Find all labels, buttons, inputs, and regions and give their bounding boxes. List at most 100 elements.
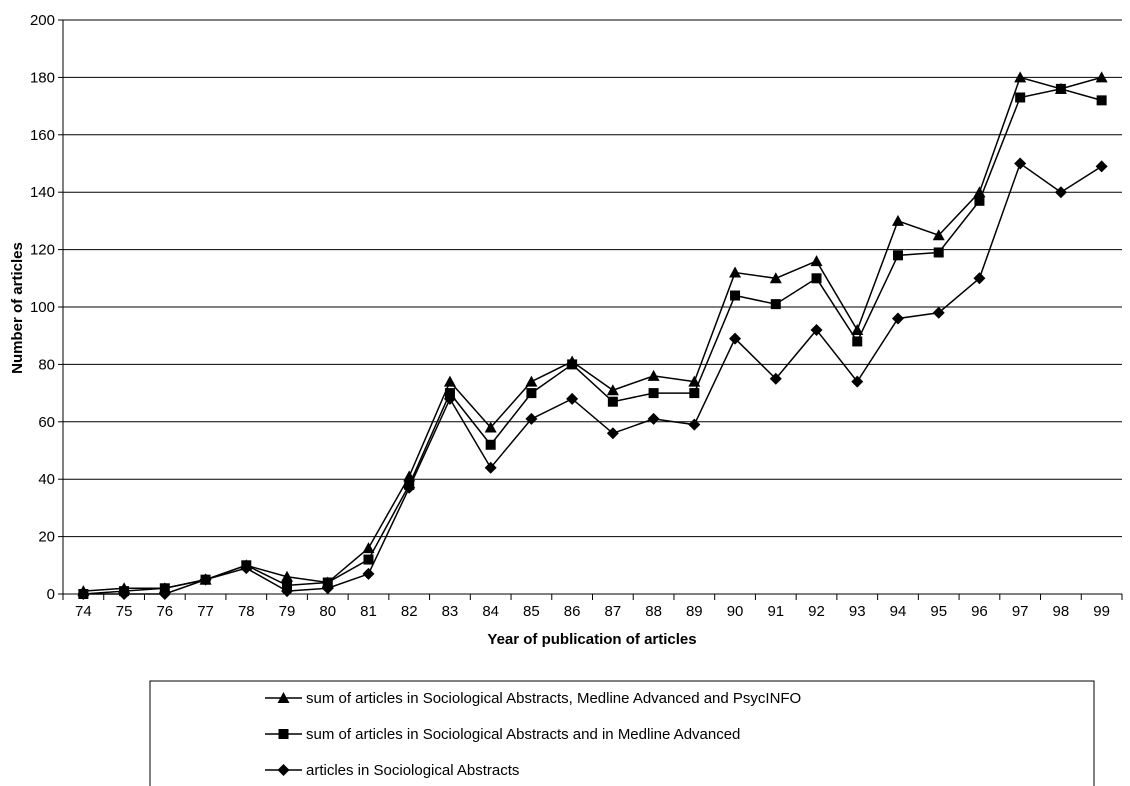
data-point-triangle	[321, 576, 334, 588]
data-point-triangle	[403, 470, 416, 482]
y-tick-label: 200	[30, 12, 55, 29]
x-tick-label: 93	[849, 603, 866, 620]
y-axis-title: Number of articles	[9, 242, 26, 374]
data-point-square	[933, 247, 944, 258]
gridlines	[63, 19, 1122, 538]
legend-marker-diamond	[277, 764, 290, 776]
data-point-square	[485, 439, 496, 450]
data-point-square	[811, 273, 822, 284]
y-tick-label: 40	[38, 471, 55, 488]
series-line-triangle	[83, 76, 1102, 592]
x-tick-label: 85	[523, 603, 540, 620]
x-tick-label: 75	[116, 603, 133, 620]
data-point-square	[770, 299, 781, 310]
data-point-triangle	[647, 369, 660, 381]
legend-label: sum of articles in Sociological Abstract…	[306, 726, 740, 743]
data-point-square	[282, 580, 293, 591]
data-point-diamond	[769, 372, 782, 385]
x-tick-label: 78	[238, 603, 255, 620]
x-tick-label: 88	[645, 603, 662, 620]
x-tick-label: 80	[319, 603, 336, 620]
x-tick-label: 90	[727, 603, 744, 620]
data-point-square	[404, 479, 415, 490]
data-point-square	[1096, 95, 1107, 106]
data-point-diamond	[1095, 160, 1108, 173]
y-tick-label: 0	[47, 586, 55, 603]
y-tick-label: 20	[38, 529, 55, 546]
data-point-diamond	[810, 323, 823, 336]
data-point-triangle	[443, 375, 456, 387]
series-line-square	[83, 88, 1102, 595]
x-tick-label: 76	[156, 603, 173, 620]
legend-entry-diamond: articles in Sociological Abstracts	[265, 762, 519, 779]
data-point-triangle	[525, 375, 538, 387]
x-tick-label: 87	[605, 603, 622, 620]
data-point-triangle	[729, 266, 742, 278]
legend: sum of articles in Sociological Abstract…	[149, 680, 1095, 786]
data-point-triangle	[240, 559, 253, 571]
series-triangle	[77, 71, 1108, 597]
axes: 0 20 40 60 80 100 120 140 160 180 200 74 75 76 77 78 79 8…	[30, 12, 1123, 620]
data-point-square	[689, 388, 700, 399]
x-tick-label: 89	[686, 603, 703, 620]
data-point-triangle	[1095, 71, 1108, 83]
legend-box	[149, 680, 1095, 786]
legend-marker-square	[278, 729, 289, 739]
data-point-diamond	[606, 427, 619, 440]
data-point-triangle	[932, 229, 945, 241]
x-tick-label: 86	[564, 603, 581, 620]
data-point-diamond	[932, 306, 945, 319]
x-tick-label: 92	[808, 603, 825, 620]
data-point-triangle	[118, 582, 131, 594]
x-tick-label: 91	[767, 603, 784, 620]
data-point-square	[607, 396, 618, 407]
x-tick-label: 94	[890, 603, 907, 620]
legend-marker-triangle	[277, 692, 290, 703]
x-axis-title: Year of publication of articles	[487, 631, 696, 648]
data-point-square	[444, 388, 455, 399]
series-diamond	[77, 157, 1108, 600]
series-square	[78, 83, 1107, 599]
data-point-diamond	[647, 412, 660, 425]
data-point-square	[1015, 92, 1026, 103]
x-tick-label: 82	[401, 603, 418, 620]
y-tick-label: 80	[38, 356, 55, 373]
data-point-diamond	[729, 332, 742, 345]
data-point-square	[648, 388, 659, 399]
y-tick-label: 160	[30, 127, 55, 144]
data-point-square	[892, 250, 903, 261]
data-point-square	[526, 388, 537, 399]
x-tick-label: 83	[442, 603, 459, 620]
data-point-triangle	[77, 585, 90, 597]
data-point-triangle	[606, 384, 619, 396]
data-point-triangle	[973, 186, 986, 198]
data-point-square	[852, 336, 863, 347]
x-tick-label: 95	[930, 603, 947, 620]
data-point-square	[974, 195, 985, 206]
x-tick-label: 74	[75, 603, 92, 620]
legend-label: articles in Sociological Abstracts	[306, 762, 519, 779]
data-point-triangle	[851, 323, 864, 335]
x-tick-label: 84	[482, 603, 499, 620]
y-tick-label: 60	[38, 414, 55, 431]
x-tick-label: 96	[971, 603, 988, 620]
data-point-diamond	[525, 412, 538, 425]
data-point-triangle	[769, 272, 782, 284]
x-tick-label: 98	[1053, 603, 1070, 620]
data-point-triangle	[688, 375, 701, 387]
data-point-triangle	[199, 573, 212, 585]
data-point-square	[363, 554, 374, 565]
data-point-diamond	[1014, 157, 1027, 170]
legend-entry-triangle: sum of articles in Sociological Abstract…	[265, 690, 801, 707]
data-point-triangle	[484, 421, 497, 433]
y-tick-label: 120	[30, 242, 55, 259]
data-point-diamond	[973, 272, 986, 285]
data-point-triangle	[362, 542, 375, 554]
legend-entry-square: sum of articles in Sociological Abstract…	[265, 726, 740, 743]
series-line-diamond	[83, 162, 1103, 595]
data-point-triangle	[158, 582, 171, 594]
data-point-diamond	[1054, 186, 1067, 199]
data-point-triangle	[1054, 82, 1067, 94]
legend-label: sum of articles in Sociological Abstract…	[306, 690, 801, 707]
